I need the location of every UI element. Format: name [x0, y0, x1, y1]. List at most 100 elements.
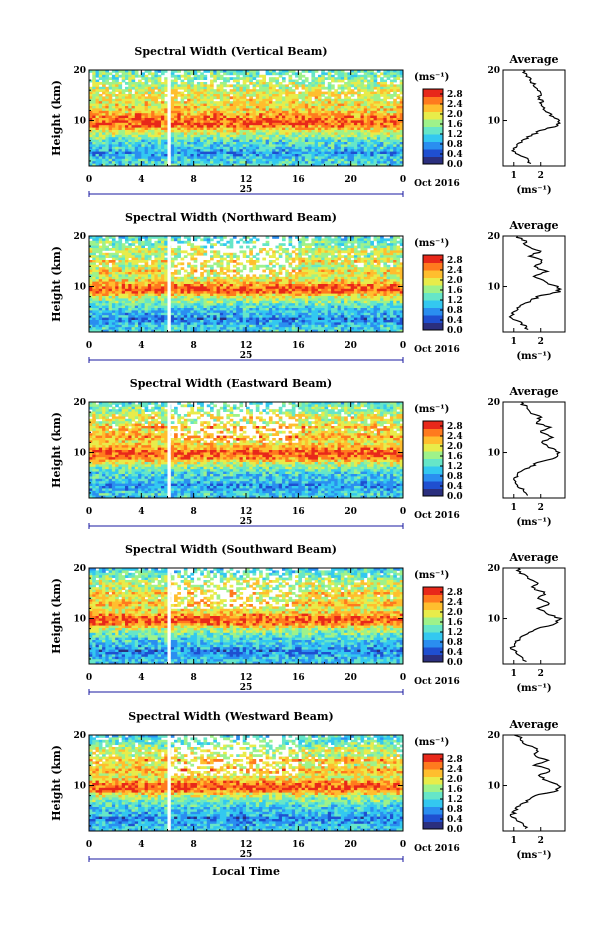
heatmap-cell	[380, 156, 384, 160]
heatmap-cell	[331, 146, 335, 150]
heatmap-cell	[141, 82, 145, 85]
heatmap-cell	[396, 139, 401, 143]
heatmap-cell	[317, 156, 322, 160]
heatmap-cell	[121, 106, 126, 109]
heatmap-cell	[298, 240, 302, 244]
heatmap-cell	[347, 137, 352, 140]
heatmap-cell	[367, 132, 371, 136]
heatmap-cell	[229, 91, 234, 95]
heatmap-cell	[367, 161, 371, 164]
heatmap-cell	[210, 257, 214, 261]
heatmap-cell	[383, 255, 388, 258]
heatmap-cell	[265, 264, 270, 268]
heatmap-cell	[389, 96, 394, 100]
heatmap-cell	[160, 243, 165, 246]
heatmap-cell	[239, 146, 244, 150]
heatmap-cell	[389, 142, 394, 145]
heatmap-cell	[347, 108, 352, 112]
heatmap-cell	[105, 134, 110, 138]
heatmap-cell	[380, 89, 384, 92]
heatmap-cell	[308, 269, 312, 273]
heatmap-cell	[301, 276, 306, 280]
heatmap-cell	[115, 79, 119, 83]
colorbar-segment	[423, 111, 443, 120]
heatmap-cell	[115, 264, 119, 268]
heatmap-cell	[98, 137, 103, 140]
heatmap-cell	[108, 236, 113, 239]
heatmap-cell	[138, 264, 142, 268]
heatmap-cell	[304, 250, 309, 254]
heatmap-cell	[393, 101, 397, 104]
heatmap-cell	[203, 137, 208, 140]
heatmap-cell	[118, 96, 123, 100]
heatmap-cell	[187, 156, 191, 160]
heatmap-cell	[249, 72, 253, 76]
heatmap-cell	[121, 154, 126, 157]
heatmap-cell	[304, 154, 309, 157]
heatmap-cell	[298, 154, 302, 157]
heatmap-cell	[386, 132, 391, 136]
heatmap-cell	[327, 106, 332, 109]
heatmap-cell	[324, 262, 329, 266]
heatmap-cell	[278, 269, 283, 273]
heatmap-cell	[317, 264, 322, 268]
heatmap-cell	[396, 106, 401, 109]
heatmap-cell	[200, 137, 204, 140]
heatmap-cell	[278, 115, 283, 119]
heatmap-cell	[399, 267, 404, 270]
heatmap-cell	[327, 74, 332, 78]
heatmap-cell	[183, 115, 188, 119]
panel-title: Spectral Width (Northward Beam)	[125, 211, 337, 224]
heatmap-cell	[216, 236, 221, 239]
heatmap-cell	[324, 132, 329, 136]
heatmap-cell	[396, 154, 401, 157]
heatmap-cell	[311, 118, 316, 121]
heatmap-cell	[180, 262, 185, 266]
heatmap-cell	[360, 151, 365, 155]
heatmap-cell	[383, 252, 388, 256]
heatmap-cell	[190, 79, 195, 83]
heatmap-cell	[200, 118, 204, 121]
heatmap-cell	[213, 122, 217, 126]
heatmap-cell	[327, 240, 332, 244]
heatmap-cell	[347, 110, 352, 114]
heatmap-cell	[89, 70, 93, 73]
heatmap-cell	[229, 110, 234, 114]
heatmap-cell	[164, 106, 168, 109]
heatmap-cell	[229, 161, 234, 164]
heatmap-cell	[183, 74, 188, 78]
heatmap-cell	[236, 142, 240, 145]
heatmap-cell	[350, 108, 355, 112]
heatmap-cell	[380, 120, 384, 124]
heatmap-cell	[350, 115, 355, 119]
heatmap-cell	[262, 269, 267, 273]
heatmap-cell	[98, 98, 103, 102]
heatmap-cell	[124, 125, 129, 128]
heatmap-cell	[314, 98, 319, 102]
heatmap-cell	[304, 156, 309, 160]
heatmap-cell	[386, 113, 391, 116]
heatmap-cell	[268, 248, 273, 251]
heatmap-cell	[340, 91, 345, 95]
heatmap-cell	[265, 113, 270, 116]
heatmap-cell	[281, 267, 286, 270]
heatmap-cell	[255, 130, 260, 133]
heatmap-cell	[268, 106, 273, 109]
heatmap-cell	[144, 250, 149, 254]
heatmap-cell	[141, 132, 145, 136]
heatmap-cell	[317, 240, 322, 244]
heatmap-cell	[393, 139, 397, 143]
heatmap-cell	[164, 130, 168, 133]
heatmap-cell	[154, 70, 159, 73]
heatmap-cell	[128, 125, 132, 128]
heatmap-cell	[210, 161, 214, 164]
heatmap-cell	[239, 149, 244, 152]
heatmap-cell	[128, 70, 132, 73]
heatmap-cell	[288, 252, 293, 256]
heatmap-cell	[216, 130, 221, 133]
heatmap-cell	[321, 118, 325, 121]
heatmap-cell	[311, 267, 316, 270]
heatmap-cell	[151, 151, 155, 155]
heatmap-cell	[308, 91, 312, 95]
heatmap-cell	[344, 84, 348, 88]
